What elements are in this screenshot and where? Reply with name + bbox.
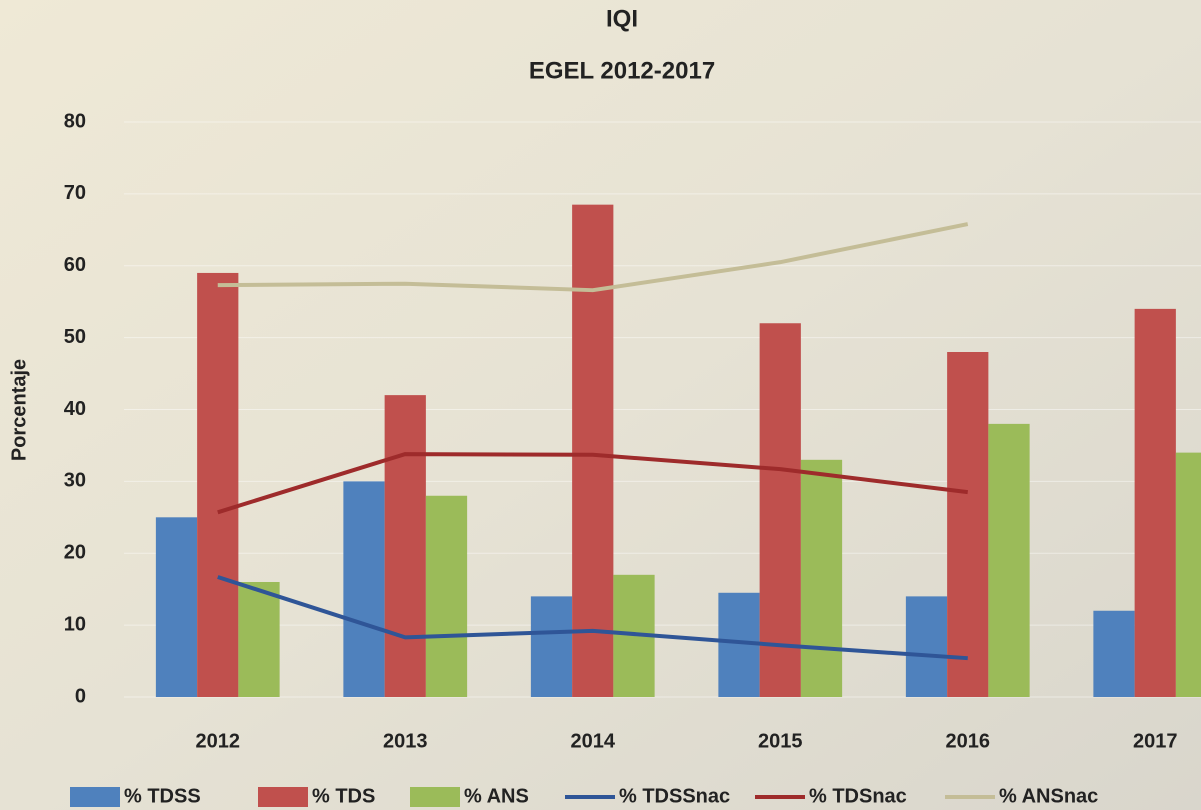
bar <box>988 423 1030 697</box>
x-tick-label: 2017 <box>1133 730 1178 752</box>
bar <box>800 459 843 697</box>
y-tick-label: 30 <box>64 470 86 492</box>
bar <box>1175 452 1201 697</box>
x-tick-label: 2016 <box>946 730 991 752</box>
bar <box>530 596 573 697</box>
legend-label: % TDSnac <box>809 785 907 807</box>
legend-swatch <box>410 787 460 807</box>
bar <box>572 204 614 697</box>
line <box>217 452 968 515</box>
bar <box>1093 610 1135 697</box>
line <box>217 575 968 661</box>
line <box>217 222 969 293</box>
bar <box>905 596 948 697</box>
bar <box>1134 308 1176 697</box>
y-tick-label: 60 <box>64 254 86 276</box>
legend-label: % TDSSnac <box>619 785 730 807</box>
bar <box>155 517 198 697</box>
bar <box>384 395 426 697</box>
bar <box>425 495 468 697</box>
chart-subtitle: EGEL 2012-2017 <box>529 57 715 84</box>
legend-label: % TDSS <box>124 785 201 807</box>
x-tick-label: 2015 <box>758 730 803 752</box>
y-tick-label: 0 <box>75 685 86 707</box>
y-tick-label: 10 <box>64 613 86 635</box>
legend-label: % TDS <box>312 785 375 807</box>
legend-swatch <box>70 787 120 807</box>
bar <box>238 582 280 697</box>
y-tick-label: 50 <box>64 326 86 348</box>
y-tick-label: 80 <box>64 110 86 132</box>
legend-swatch <box>258 787 308 807</box>
legend-label: % ANS <box>464 785 529 807</box>
bar <box>759 323 801 697</box>
bar <box>197 272 239 697</box>
y-tick-label: 40 <box>64 398 86 420</box>
legend-label: % ANSnac <box>999 785 1098 807</box>
x-tick-label: 2013 <box>383 730 428 752</box>
y-axis-title: Porcentaje <box>8 359 30 461</box>
y-tick-label: 20 <box>64 542 86 564</box>
x-tick-label: 2014 <box>571 730 616 752</box>
bar <box>343 481 385 697</box>
y-tick-label: 70 <box>64 182 86 204</box>
bar <box>947 352 989 697</box>
chart-title: IQI <box>606 5 638 32</box>
x-tick-label: 2012 <box>196 730 241 752</box>
